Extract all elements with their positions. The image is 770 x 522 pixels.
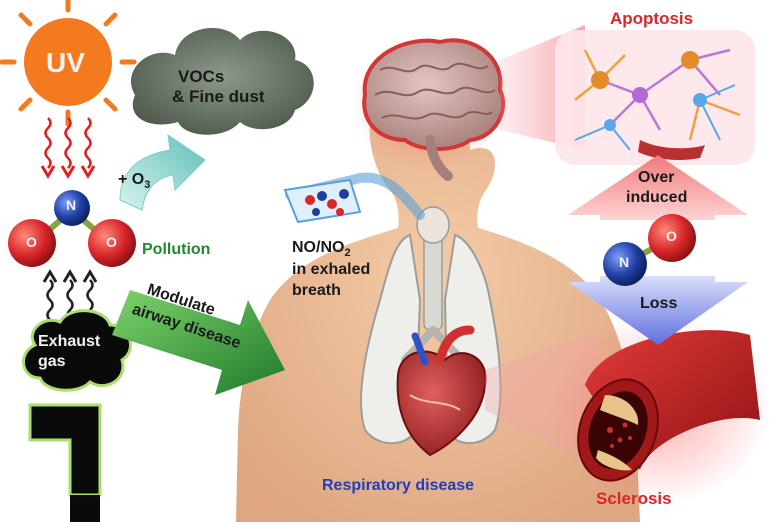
exhaled-breath-bubble	[283, 172, 425, 224]
pollution-label: Pollution	[142, 241, 211, 258]
ozone-plus-text: + O	[118, 171, 145, 188]
exhaust-cloud	[22, 309, 132, 392]
pollution-cloud	[130, 27, 314, 135]
no2-molecule-left	[8, 190, 136, 267]
no-prefix-text: NO/NO	[292, 239, 345, 256]
no2-subscript: 2	[344, 247, 351, 260]
ozone-to-cloud-arrow	[119, 133, 206, 211]
modulate-green-arrow	[112, 290, 285, 395]
brain-illustration	[362, 38, 506, 181]
uv-wave-arrows	[40, 117, 96, 179]
ozone-subscript: 3	[144, 179, 151, 192]
uv-label: UV	[46, 47, 85, 78]
exhaled-label: in exhaled	[292, 261, 371, 278]
gas-label: gas	[38, 353, 66, 370]
heart-illustration	[396, 325, 487, 457]
nitrogen-atom-label-right: N	[619, 254, 630, 270]
vocs-label: VOCs	[178, 67, 225, 86]
loss-down-arrow	[568, 276, 748, 345]
apoptosis-label: Apoptosis	[610, 9, 694, 28]
over-induced-up-arrow	[568, 155, 748, 220]
nitrogen-atom-label-left: N	[66, 197, 77, 213]
exhaust-pipe-icon	[28, 403, 102, 522]
oxygen-atom-label-left-2: O	[106, 234, 117, 250]
exhaust-label: Exhaust	[38, 333, 101, 350]
oxygen-atom-label-left-1: O	[26, 234, 37, 250]
breath-label: breath	[292, 282, 341, 299]
neuron-cells-illustration	[555, 30, 755, 165]
sclerotic-vessel-illustration	[577, 330, 760, 482]
sclerosis-label: Sclerosis	[596, 489, 672, 508]
oxygen-atom-label-right: O	[666, 228, 677, 244]
no-molecule-right	[603, 214, 696, 286]
no-no2-label: NO/NO2	[292, 239, 351, 260]
ozone-label: + O3	[118, 171, 151, 192]
over-label: Over	[638, 169, 675, 186]
loss-label: Loss	[640, 295, 678, 312]
sun-icon	[0, 0, 137, 127]
induced-label: induced	[626, 189, 688, 206]
respiratory-disease-label: Respiratory disease	[322, 477, 475, 494]
fine-dust-label: & Fine dust	[172, 87, 265, 106]
